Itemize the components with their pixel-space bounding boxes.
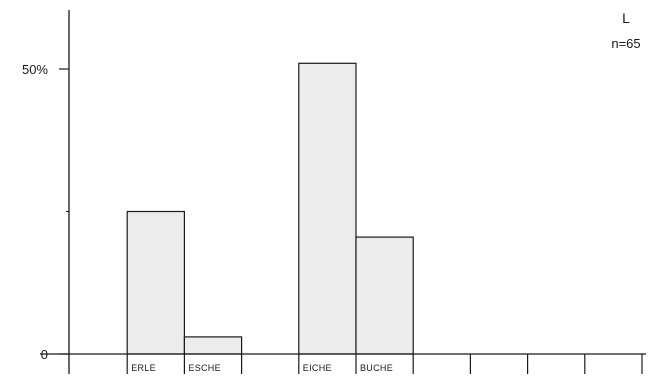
bars-layer — [127, 63, 413, 354]
bar-erle — [127, 212, 184, 355]
category-label-eiche: EICHE — [303, 363, 332, 373]
category-label-esche: ESCHE — [188, 363, 221, 373]
bar-buche — [356, 237, 413, 354]
sample-size-label: n=65 — [611, 36, 640, 51]
category-label-buche: BUCHE — [360, 363, 393, 373]
y-tick-label-0: 0 — [41, 347, 48, 362]
category-label-erle: ERLE — [131, 363, 156, 373]
bar-eiche — [299, 63, 356, 354]
panel-label: L — [622, 10, 630, 26]
bar-esche — [184, 337, 241, 354]
y-tick-label-50: 50% — [22, 62, 48, 77]
